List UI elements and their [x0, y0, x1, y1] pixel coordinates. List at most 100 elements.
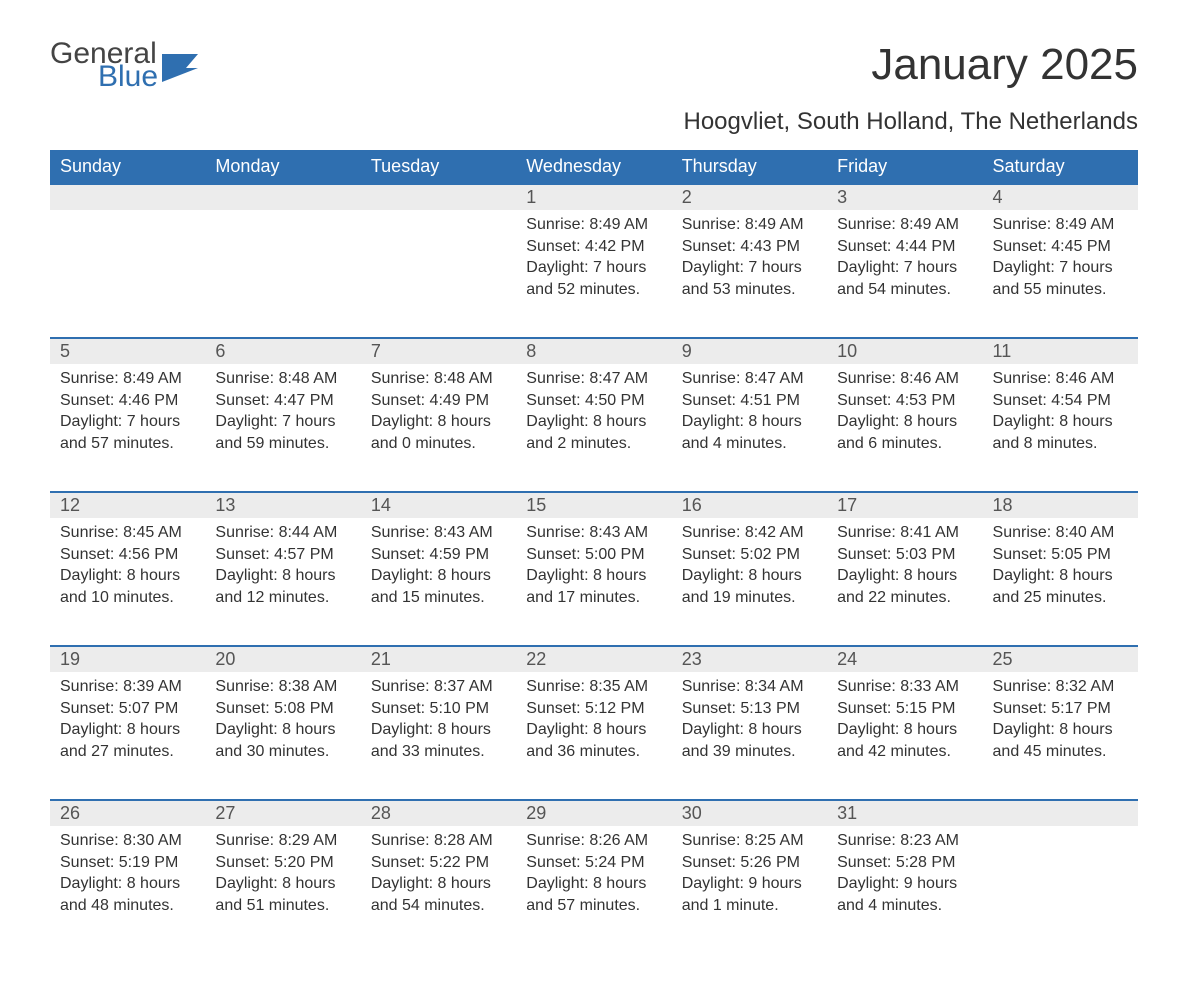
daylight-text: and 57 minutes. — [526, 895, 661, 917]
daylight-text: and 52 minutes. — [526, 279, 661, 301]
daynum-row: 19202122232425 — [50, 646, 1138, 672]
daylight-text: Daylight: 8 hours — [215, 873, 350, 895]
sunrise-text: Sunrise: 8:45 AM — [60, 522, 195, 544]
day-cell: Sunrise: 8:37 AMSunset: 5:10 PMDaylight:… — [361, 672, 516, 800]
sunset-text: Sunset: 5:10 PM — [371, 698, 506, 720]
daylight-text: and 22 minutes. — [837, 587, 972, 609]
daylight-text: Daylight: 8 hours — [993, 719, 1128, 741]
day-cell: Sunrise: 8:43 AMSunset: 5:00 PMDaylight:… — [516, 518, 671, 646]
daydata-row: Sunrise: 8:45 AMSunset: 4:56 PMDaylight:… — [50, 518, 1138, 646]
sunset-text: Sunset: 5:07 PM — [60, 698, 195, 720]
day-number: 22 — [516, 646, 671, 672]
day-cell: Sunrise: 8:49 AMSunset: 4:45 PMDaylight:… — [983, 210, 1138, 338]
day-cell: Sunrise: 8:32 AMSunset: 5:17 PMDaylight:… — [983, 672, 1138, 800]
day-cell: Sunrise: 8:40 AMSunset: 5:05 PMDaylight:… — [983, 518, 1138, 646]
daylight-text: and 12 minutes. — [215, 587, 350, 609]
day-number: 24 — [827, 646, 982, 672]
daylight-text: Daylight: 8 hours — [371, 719, 506, 741]
logo: General Blue — [50, 40, 202, 91]
day-number — [361, 184, 516, 210]
sunset-text: Sunset: 4:46 PM — [60, 390, 195, 412]
daylight-text: and 30 minutes. — [215, 741, 350, 763]
day-cell: Sunrise: 8:25 AMSunset: 5:26 PMDaylight:… — [672, 826, 827, 954]
day-number: 27 — [205, 800, 360, 826]
daylight-text: and 45 minutes. — [993, 741, 1128, 763]
daylight-text: and 33 minutes. — [371, 741, 506, 763]
day-cell: Sunrise: 8:42 AMSunset: 5:02 PMDaylight:… — [672, 518, 827, 646]
sunset-text: Sunset: 5:20 PM — [215, 852, 350, 874]
sunrise-text: Sunrise: 8:46 AM — [993, 368, 1128, 390]
daylight-text: and 2 minutes. — [526, 433, 661, 455]
daylight-text: Daylight: 8 hours — [371, 873, 506, 895]
day-cell: Sunrise: 8:30 AMSunset: 5:19 PMDaylight:… — [50, 826, 205, 954]
day-number: 18 — [983, 492, 1138, 518]
daylight-text: Daylight: 8 hours — [60, 565, 195, 587]
title-block: January 2025 Hoogvliet, South Holland, T… — [684, 40, 1139, 136]
sunset-text: Sunset: 5:08 PM — [215, 698, 350, 720]
daylight-text: Daylight: 8 hours — [371, 411, 506, 433]
sunrise-text: Sunrise: 8:48 AM — [215, 368, 350, 390]
weekday-header: Sunday — [50, 150, 205, 184]
sunset-text: Sunset: 5:22 PM — [371, 852, 506, 874]
daylight-text: and 1 minute. — [682, 895, 817, 917]
weekday-header: Tuesday — [361, 150, 516, 184]
day-cell: Sunrise: 8:49 AMSunset: 4:44 PMDaylight:… — [827, 210, 982, 338]
logo-flag-icon — [162, 54, 202, 84]
day-cell: Sunrise: 8:46 AMSunset: 4:54 PMDaylight:… — [983, 364, 1138, 492]
daylight-text: Daylight: 8 hours — [682, 411, 817, 433]
daylight-text: and 51 minutes. — [215, 895, 350, 917]
day-number: 4 — [983, 184, 1138, 210]
sunset-text: Sunset: 5:02 PM — [682, 544, 817, 566]
day-number: 20 — [205, 646, 360, 672]
day-cell: Sunrise: 8:28 AMSunset: 5:22 PMDaylight:… — [361, 826, 516, 954]
daylight-text: Daylight: 8 hours — [215, 565, 350, 587]
sunrise-text: Sunrise: 8:42 AM — [682, 522, 817, 544]
daylight-text: Daylight: 8 hours — [60, 719, 195, 741]
day-cell — [983, 826, 1138, 954]
daydata-row: Sunrise: 8:30 AMSunset: 5:19 PMDaylight:… — [50, 826, 1138, 954]
daynum-row: 567891011 — [50, 338, 1138, 364]
day-number: 10 — [827, 338, 982, 364]
day-cell: Sunrise: 8:49 AMSunset: 4:46 PMDaylight:… — [50, 364, 205, 492]
daylight-text: and 4 minutes. — [837, 895, 972, 917]
daylight-text: and 42 minutes. — [837, 741, 972, 763]
sunset-text: Sunset: 4:59 PM — [371, 544, 506, 566]
daylight-text: Daylight: 7 hours — [993, 257, 1128, 279]
day-number: 7 — [361, 338, 516, 364]
daynum-row: 12131415161718 — [50, 492, 1138, 518]
daylight-text: and 55 minutes. — [993, 279, 1128, 301]
sunset-text: Sunset: 4:44 PM — [837, 236, 972, 258]
sunrise-text: Sunrise: 8:44 AM — [215, 522, 350, 544]
day-cell: Sunrise: 8:49 AMSunset: 4:42 PMDaylight:… — [516, 210, 671, 338]
day-cell — [205, 210, 360, 338]
sunrise-text: Sunrise: 8:30 AM — [60, 830, 195, 852]
day-cell: Sunrise: 8:46 AMSunset: 4:53 PMDaylight:… — [827, 364, 982, 492]
daydata-row: Sunrise: 8:49 AMSunset: 4:46 PMDaylight:… — [50, 364, 1138, 492]
logo-text: General Blue — [50, 40, 158, 91]
sunset-text: Sunset: 4:49 PM — [371, 390, 506, 412]
day-cell — [50, 210, 205, 338]
day-number: 8 — [516, 338, 671, 364]
day-cell: Sunrise: 8:44 AMSunset: 4:57 PMDaylight:… — [205, 518, 360, 646]
day-cell: Sunrise: 8:33 AMSunset: 5:15 PMDaylight:… — [827, 672, 982, 800]
day-number: 14 — [361, 492, 516, 518]
sunset-text: Sunset: 4:50 PM — [526, 390, 661, 412]
day-number: 13 — [205, 492, 360, 518]
weekday-header: Wednesday — [516, 150, 671, 184]
sunrise-text: Sunrise: 8:47 AM — [526, 368, 661, 390]
daynum-row: 1234 — [50, 184, 1138, 210]
sunset-text: Sunset: 5:28 PM — [837, 852, 972, 874]
calendar-table: Sunday Monday Tuesday Wednesday Thursday… — [50, 150, 1138, 954]
day-cell: Sunrise: 8:38 AMSunset: 5:08 PMDaylight:… — [205, 672, 360, 800]
daylight-text: Daylight: 7 hours — [837, 257, 972, 279]
sunrise-text: Sunrise: 8:28 AM — [371, 830, 506, 852]
sunset-text: Sunset: 4:54 PM — [993, 390, 1128, 412]
day-number: 23 — [672, 646, 827, 672]
daydata-row: Sunrise: 8:39 AMSunset: 5:07 PMDaylight:… — [50, 672, 1138, 800]
header: General Blue January 2025 Hoogvliet, Sou… — [50, 40, 1138, 136]
day-number: 15 — [516, 492, 671, 518]
sunrise-text: Sunrise: 8:35 AM — [526, 676, 661, 698]
day-number — [50, 184, 205, 210]
daylight-text: Daylight: 8 hours — [60, 873, 195, 895]
daylight-text: Daylight: 8 hours — [526, 719, 661, 741]
